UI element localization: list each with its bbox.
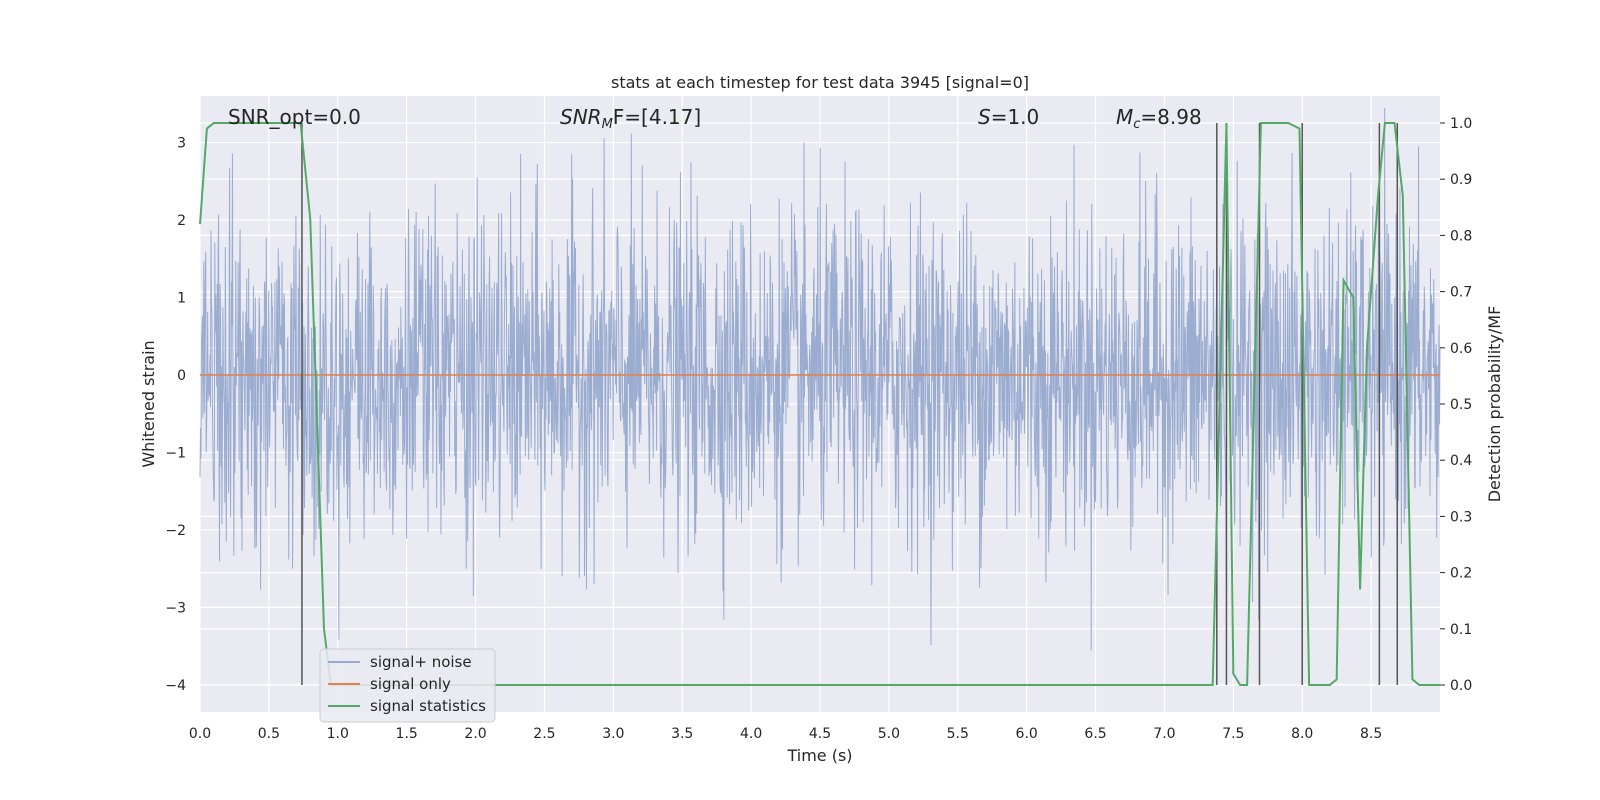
y-right-tick-label: 0.0 — [1450, 678, 1472, 694]
y-tick-label: −3 — [165, 600, 186, 616]
x-axis-label: Time (s) — [786, 746, 852, 765]
snr-mf-post: F=[4.17] — [613, 105, 701, 129]
s-annotation: S=1.0 — [978, 105, 1039, 129]
x-tick-label: 7.0 — [1153, 726, 1175, 742]
snr-opt-annotation: SNR_opt=0.0 — [228, 105, 361, 129]
y-right-tick-label: 0.1 — [1450, 622, 1472, 638]
x-tick-label: 2.5 — [533, 726, 555, 742]
y-axis-label: Whitened strain — [139, 340, 158, 467]
snr-mf-annotation: SNRMF=[4.17] — [560, 105, 701, 132]
signal-noise-line — [199, 107, 1441, 651]
y-right-axis-label: Detection probability/MF — [1485, 306, 1504, 503]
y-tick-label: −1 — [165, 445, 186, 461]
y-right-tick-label: 0.9 — [1450, 172, 1472, 188]
mc-value: =8.98 — [1140, 105, 1201, 129]
x-tick-label: 2.0 — [464, 726, 486, 742]
s-value: =1.0 — [991, 105, 1040, 129]
x-tick-label: 0.0 — [189, 726, 211, 742]
y-tick-label: 2 — [177, 213, 186, 229]
mc-annotation: Mc=8.98 — [1116, 105, 1202, 132]
y-tick-labels: 3 2 1 0 −1 −2 −3 −4 — [165, 135, 186, 693]
mc-symbol: M — [1116, 105, 1133, 129]
x-tick-label: 6.5 — [1084, 726, 1106, 742]
y-right-tick-label: 0.4 — [1450, 453, 1472, 469]
signal-statistics-series — [199, 121, 1440, 687]
y-right-tick-label: 0.5 — [1450, 397, 1472, 413]
y-tick-label: −2 — [165, 523, 186, 539]
x-tick-label: 4.0 — [740, 726, 762, 742]
signal-statistics-line — [199, 121, 1440, 687]
y-right-tick-label: 0.3 — [1450, 509, 1472, 525]
legend-box — [319, 648, 496, 723]
y-tick-label: 1 — [177, 290, 186, 306]
legend-label-signal-statistics: signal statistics — [370, 697, 486, 715]
y-tick-label: −4 — [165, 678, 186, 694]
x-tick-label: 1.0 — [327, 726, 349, 742]
x-tick-label: 3.0 — [602, 726, 624, 742]
y-right-tick-label: 0.8 — [1450, 228, 1472, 244]
chart-title: stats at each timestep for test data 394… — [611, 73, 1029, 92]
x-tick-label: 5.0 — [878, 726, 900, 742]
snr-mf-pre: SNR — [560, 105, 602, 129]
mc-sub: c — [1133, 117, 1140, 132]
x-tick-label: 8.0 — [1291, 726, 1313, 742]
snr-mf-sub: M — [602, 117, 613, 132]
legend-label-signal-noise: signal+ noise — [370, 653, 472, 671]
y-right-tick-labels: 1.0 0.9 0.8 0.7 0.6 0.5 0.4 0.3 0.2 0.1 0.0 — [1440, 116, 1472, 694]
x-tick-label: 5.5 — [947, 726, 969, 742]
y-right-tick-label: 0.6 — [1450, 341, 1472, 357]
x-tick-label: 4.5 — [809, 726, 831, 742]
legend-label-signal-only: signal only — [370, 675, 451, 693]
x-tick-labels: 0.0 0.5 1.0 1.5 2.0 2.5 3.0 3.5 4.0 4.5 5.0 5.5 6.0 6… — [189, 726, 1382, 742]
legend: signal+ noise signal only signal statist… — [319, 648, 496, 723]
x-tick-label: 1.5 — [396, 726, 418, 742]
y-right-tick-label: 1.0 — [1450, 116, 1472, 132]
y-tick-label: 0 — [177, 368, 186, 384]
x-tick-label: 0.5 — [258, 726, 280, 742]
x-tick-label: 8.5 — [1360, 726, 1382, 742]
y-right-tick-label: 0.7 — [1450, 285, 1472, 301]
x-tick-label: 7.5 — [1222, 726, 1244, 742]
signal-noise-series — [199, 107, 1441, 651]
x-tick-label: 3.5 — [671, 726, 693, 742]
y-tick-label: 3 — [177, 135, 186, 151]
s-symbol: S — [978, 105, 991, 129]
x-tick-label: 6.0 — [1016, 726, 1038, 742]
y-right-tick-label: 0.2 — [1450, 566, 1472, 582]
